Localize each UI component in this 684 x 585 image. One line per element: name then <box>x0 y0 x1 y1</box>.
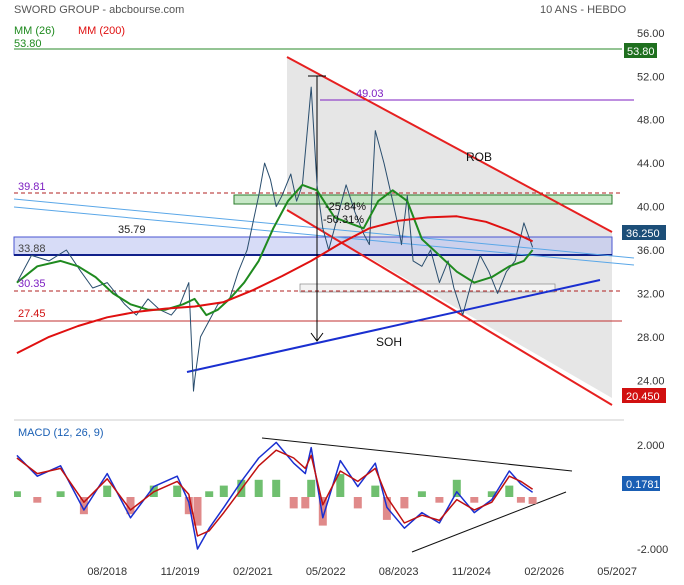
macd-hist-bar <box>516 497 525 503</box>
macd-hist-bar <box>79 497 88 515</box>
chart-decor <box>13 43 666 553</box>
macd-signal-line <box>16 449 534 537</box>
macd-layer <box>14 441 537 550</box>
macd-line <box>16 441 534 550</box>
level-label-3981: 39.81 <box>18 181 46 193</box>
x-tick-label: 08/2018 <box>87 566 127 578</box>
macd-hist-bar <box>254 479 263 497</box>
tag-price: 36.250 <box>626 228 660 240</box>
tag-macd-bg <box>622 476 660 491</box>
grey-flat-box <box>299 283 556 293</box>
macd-y-tick-label: -2.000 <box>637 544 668 556</box>
series-layer <box>16 86 534 392</box>
macd-hist-bar <box>487 491 496 497</box>
macd-top-line <box>261 437 573 472</box>
blue-zone <box>13 236 613 256</box>
tag-macd: 0.1781 <box>626 479 660 491</box>
macd-hist-bar <box>505 485 514 497</box>
support-line <box>186 279 601 373</box>
macd-hist-bar <box>353 497 362 509</box>
macd-hist-bar <box>33 497 42 503</box>
macd-hist-bar <box>126 497 135 515</box>
macd-hist-bar <box>336 474 345 497</box>
x-tick-label: 08/2023 <box>379 566 419 578</box>
y-tick-label: 48.00 <box>637 115 665 127</box>
macd-hist-bar <box>205 491 214 497</box>
macd-hist-bar <box>470 497 479 503</box>
level-label-2745: 27.45 <box>18 308 46 320</box>
tag-5380-bg <box>624 43 657 58</box>
chart-title: SWORD GROUP - abcbourse.com <box>14 4 184 16</box>
tag-low: 20.450 <box>626 391 660 403</box>
chart-period: 10 ANS - HEBDO <box>540 4 627 16</box>
legend-mm26: MM (26) <box>14 25 55 37</box>
level-label-4903: 49.03 <box>356 88 384 100</box>
macd-hist-bar <box>452 479 461 497</box>
macd-title: MACD (12, 26, 9) <box>18 427 104 439</box>
macd-hist-bar <box>193 497 202 526</box>
label-rob: ROB <box>466 150 492 164</box>
macd-hist-bar <box>400 497 409 509</box>
macd-hist-bar <box>435 497 444 503</box>
macd-hist-bar <box>307 479 316 497</box>
y-tick-label: 44.00 <box>637 158 665 170</box>
y-tick-label: 28.00 <box>637 332 665 344</box>
trend-light-1 <box>13 198 635 259</box>
macd-hist-bar <box>56 491 65 497</box>
macd-hist-bar <box>289 497 298 509</box>
label-soh: SOH <box>376 335 402 349</box>
macd-hist-bar <box>272 479 281 497</box>
macd-hist-bar <box>219 485 228 497</box>
label-drop-pct2: -50.31% <box>323 214 364 226</box>
channel-top-line <box>286 56 613 233</box>
y-tick-label: 56.00 <box>637 28 665 40</box>
label-drop-pct: -25.84% <box>325 201 366 213</box>
y-tick-label: 36.00 <box>637 245 665 257</box>
y-tick-label: 24.00 <box>637 375 665 387</box>
legend-mm200: MM (200) <box>78 25 125 37</box>
macd-y-tick-label: 2.000 <box>637 440 665 452</box>
channel-fill <box>287 57 612 398</box>
level-label-3579: 35.79 <box>118 224 146 236</box>
x-tick-label: 05/2027 <box>597 566 637 578</box>
macd-hist-bar <box>14 491 21 497</box>
macd-hist-bar <box>301 497 310 509</box>
macd-hist-bar <box>417 491 426 497</box>
macd-bottom-line <box>411 491 567 553</box>
tag-5380: 53.80 <box>627 46 655 58</box>
tick-layer: 56.00 52.00 48.00 44.00 40.00 36.00 32.00 28.00… <box>87 28 668 578</box>
y-tick-label: 52.00 <box>637 71 665 83</box>
legend-mm26-value: 53.80 <box>14 38 42 50</box>
macd-hist-bar <box>173 485 182 497</box>
level-label-3035: 30.35 <box>18 278 46 290</box>
x-tick-label: 11/2024 <box>452 566 491 578</box>
green-zone <box>233 194 613 205</box>
x-tick-label: 11/2019 <box>161 566 200 578</box>
x-tick-label: 02/2026 <box>524 566 564 578</box>
mm200-line <box>16 215 534 354</box>
arrow-head <box>310 332 324 342</box>
tag-low-bg <box>622 388 666 403</box>
macd-hist-bar <box>528 497 537 504</box>
macd-hist-bar <box>371 485 380 497</box>
macd-hist-bar <box>103 485 112 497</box>
x-tick-label: 05/2022 <box>306 566 346 578</box>
y-tick-label: 40.00 <box>637 202 665 214</box>
trend-light-2 <box>13 206 635 266</box>
macd-hist-bar <box>318 497 327 526</box>
mm26-line <box>16 183 534 317</box>
x-tick-label: 02/2021 <box>233 566 273 578</box>
tag-price-bg <box>622 225 666 240</box>
y-tick-label: 32.00 <box>637 288 665 300</box>
level-label-3388: 33.88 <box>18 243 46 255</box>
